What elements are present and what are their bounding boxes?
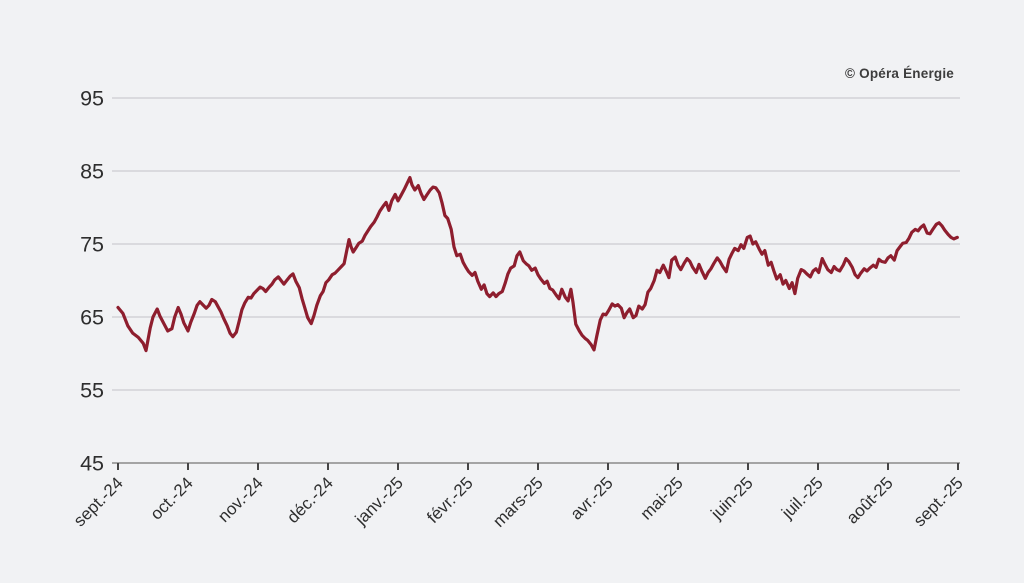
x-axis-label: juil.-25 [777, 473, 827, 523]
x-axis-label: déc.-24 [283, 473, 337, 527]
y-axis-label: 95 [80, 87, 104, 111]
x-axis-label: nov.-24 [214, 473, 267, 526]
x-axis-label: févr.-25 [423, 473, 477, 527]
price-line [116, 176, 959, 353]
x-axis-label: sept.-24 [70, 473, 127, 530]
x-axis-label: sept.-25 [910, 473, 967, 530]
x-axis-label: mai-25 [637, 473, 687, 523]
x-axis-label: mars-25 [489, 473, 547, 531]
source-credit: © Opéra Énergie [845, 66, 954, 81]
x-axis-label: juin-25 [707, 473, 757, 523]
x-axis-label: août-25 [843, 473, 897, 527]
y-axis-label: 85 [80, 160, 104, 184]
y-axis-label: 45 [80, 452, 104, 476]
x-axis-label: avr.-25 [567, 473, 617, 523]
y-axis-label: 65 [80, 306, 104, 330]
x-axis-label: janv.-25 [351, 473, 407, 529]
x-axis-label: oct.-24 [147, 473, 197, 523]
y-axis-label: 55 [80, 379, 104, 403]
y-axis-label: 75 [80, 233, 104, 257]
